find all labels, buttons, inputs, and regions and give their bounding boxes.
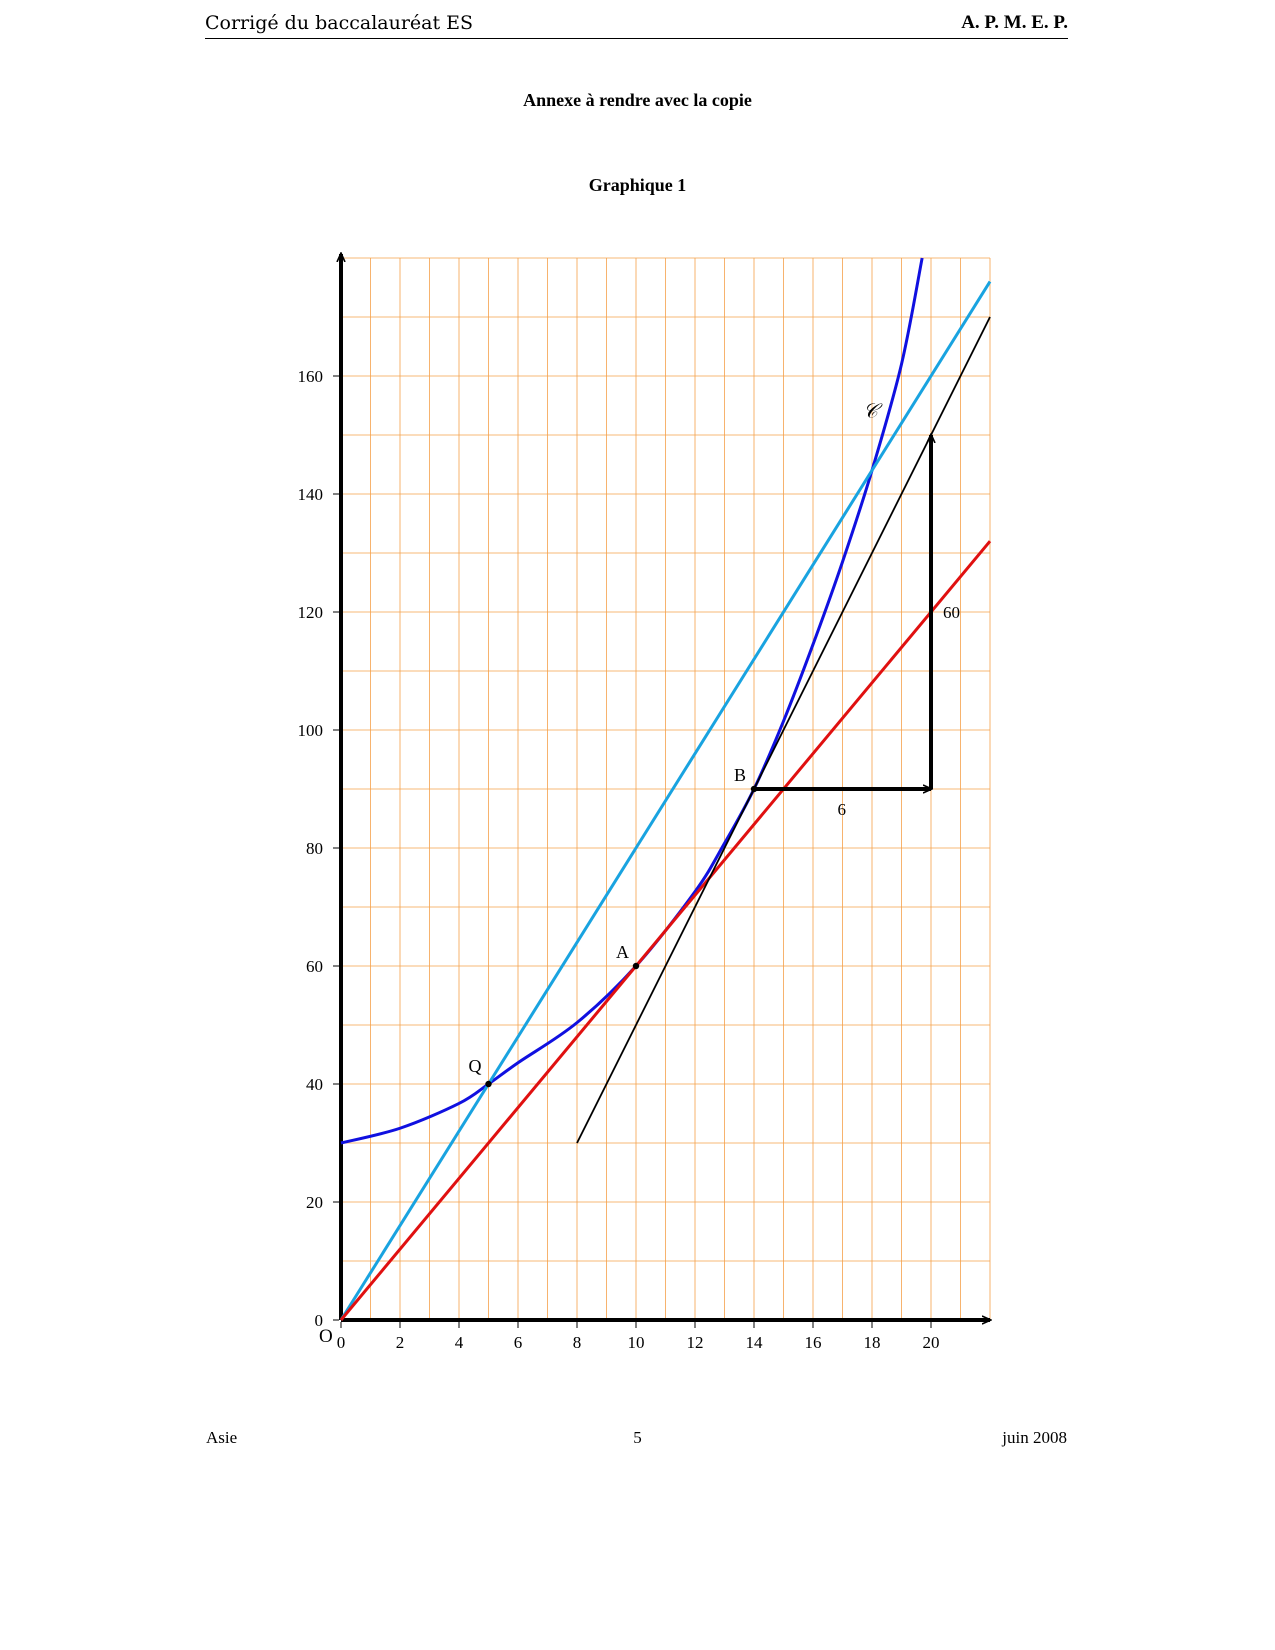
point-A xyxy=(632,962,640,970)
x-tick-label: 4 xyxy=(455,1333,464,1352)
x-tick-label: 8 xyxy=(573,1333,582,1352)
point-Q xyxy=(485,1080,492,1088)
y-tick-label: 140 xyxy=(298,485,324,504)
x-tick-label: 20 xyxy=(923,1333,940,1352)
point-label-Q: Q xyxy=(469,1056,482,1076)
page-number: 5 xyxy=(633,1428,642,1447)
chart-title: Graphique 1 xyxy=(588,175,687,195)
x-tick-label: 16 xyxy=(805,1333,822,1352)
curve-label: 𝒞 xyxy=(863,400,883,422)
series-cyan_line xyxy=(339,280,992,1321)
point-B xyxy=(750,785,758,793)
slope-arrow-label: 60 xyxy=(943,603,960,622)
x-tick-label: 10 xyxy=(628,1333,645,1352)
header-left-text: Corrigé du baccalauréat ES xyxy=(205,12,474,34)
x-tick-label: 14 xyxy=(746,1333,764,1352)
y-tick-label: 160 xyxy=(298,367,324,386)
series xyxy=(339,257,992,1321)
slope-arrow-label: 6 xyxy=(838,800,847,819)
y-tick-label: 120 xyxy=(298,603,324,622)
page-title: Annexe à rendre avec la copie xyxy=(523,90,752,110)
y-tick-label: 100 xyxy=(298,721,324,740)
x-tick-label: 2 xyxy=(396,1333,405,1352)
series-curve xyxy=(340,257,924,1145)
y-tick-label: 60 xyxy=(306,957,323,976)
point-label-A: A xyxy=(616,942,629,962)
point-label-B: B xyxy=(734,765,746,785)
x-tick-label: 18 xyxy=(864,1333,881,1352)
y-tick-label: 80 xyxy=(306,839,323,858)
y-tick-label: 40 xyxy=(306,1075,323,1094)
origin-label: O xyxy=(319,1326,333,1347)
x-tick-label: 0 xyxy=(337,1333,346,1352)
series-red_line xyxy=(339,540,992,1321)
footer-right-text: juin 2008 xyxy=(1002,1428,1067,1447)
axes: 0 2 4 6 8 10 12 14 16 18 20 0 20 40 60 80 100 120 140 160 O xyxy=(298,254,991,1352)
x-tick-label: 6 xyxy=(514,1333,523,1352)
labels: Q A B 𝒞 xyxy=(469,400,883,1088)
slope-arrows: 6 60 xyxy=(754,435,960,819)
page-header: Corrigé du baccalauréat ES A. P. M. E. P… xyxy=(205,8,1068,39)
header-right-text: A. P. M. E. P. xyxy=(961,12,1068,33)
y-tick-label: 0 xyxy=(315,1311,324,1330)
x-tick-label: 12 xyxy=(687,1333,704,1352)
series-tangent xyxy=(576,316,991,1144)
footer-left-text: Asie xyxy=(206,1428,238,1447)
y-tick-label: 20 xyxy=(306,1193,323,1212)
